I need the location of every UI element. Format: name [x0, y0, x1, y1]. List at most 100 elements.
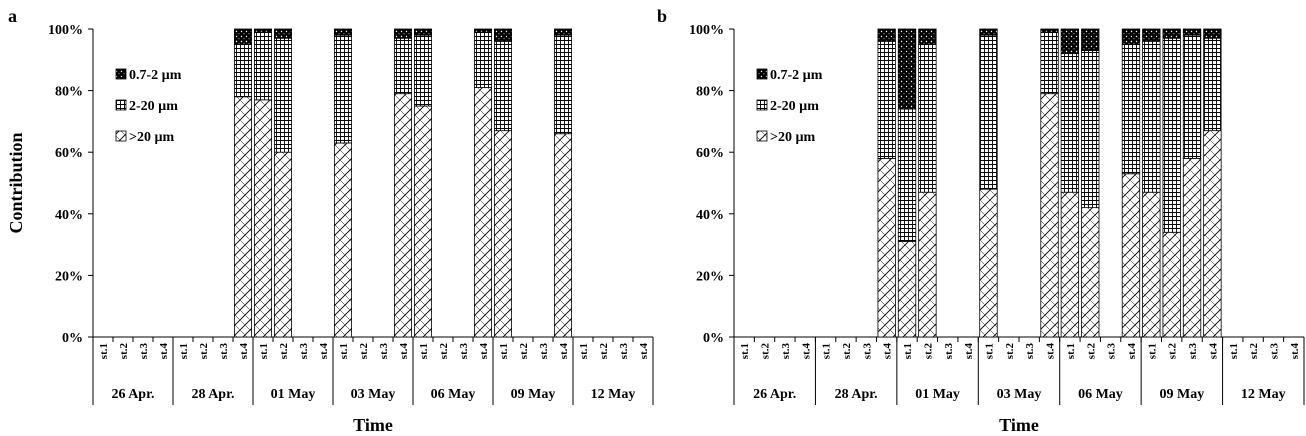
- bar-segment: [1182, 34, 1202, 159]
- bar-segment: [897, 28, 917, 110]
- bar-segment: [877, 157, 896, 338]
- y-tick-label: 80%: [55, 85, 83, 100]
- bar-segment: [333, 142, 352, 338]
- bar-segment: [473, 87, 492, 338]
- legend-label: 0.7-2 µm: [770, 68, 823, 83]
- station-label: st.1: [498, 343, 510, 359]
- bar-segment: [253, 31, 272, 101]
- bar-segment: [979, 188, 998, 338]
- bar-segment: [1040, 93, 1059, 338]
- y-tick-label: 20%: [55, 269, 83, 284]
- station-label: st.2: [438, 343, 450, 360]
- bar-segment: [233, 96, 252, 338]
- bar-segment: [1121, 28, 1141, 45]
- bar-segment: [473, 31, 492, 88]
- bar-segment: [393, 28, 412, 39]
- station-label: st.4: [398, 343, 410, 360]
- station-label: st.1: [739, 343, 751, 359]
- bar-segment: [1081, 28, 1100, 51]
- station-label: st.2: [760, 343, 772, 360]
- bar-segment: [1121, 173, 1141, 338]
- station-label: st.4: [638, 343, 650, 360]
- station-label: st.4: [1289, 343, 1301, 360]
- bar-segment: [493, 130, 512, 338]
- bar-segment: [473, 28, 492, 33]
- group-label: 28 Apr.: [191, 387, 234, 402]
- station-label: st.3: [1187, 343, 1199, 360]
- station-label: st.3: [618, 343, 630, 360]
- bar-segment: [1162, 37, 1181, 233]
- bar-segment: [413, 28, 432, 36]
- legend-label: 0.7-2 µm: [129, 68, 182, 83]
- bar-segment: [1081, 207, 1100, 338]
- station-label: st.4: [478, 343, 490, 360]
- y-tick-label: 60%: [696, 146, 724, 161]
- station-label: st.2: [518, 343, 530, 360]
- station-label: st.3: [458, 343, 470, 360]
- bar-segment: [493, 40, 512, 132]
- bar-segment: [1203, 130, 1222, 338]
- group-label: 06 May: [1078, 387, 1123, 402]
- y-tick-label: 0%: [62, 331, 83, 346]
- bar-segment: [897, 241, 917, 338]
- station-label: st.4: [800, 343, 812, 360]
- bar-segment: [897, 108, 917, 242]
- station-label: st.3: [861, 343, 873, 360]
- station-label: st.3: [138, 343, 150, 360]
- y-tick-label: 100%: [48, 23, 83, 38]
- bar-segment: [1142, 191, 1161, 338]
- bar-segment: [393, 37, 412, 95]
- bar-segment: [979, 34, 998, 190]
- bar-segment: [1060, 28, 1080, 55]
- station-label: st.1: [418, 343, 430, 359]
- station-label: st.2: [358, 343, 370, 360]
- group-label: 03 May: [351, 387, 396, 402]
- bar-segment: [877, 40, 896, 159]
- bar-segment: [273, 28, 292, 39]
- bar-segment: [253, 99, 272, 338]
- legend-swatch: [115, 99, 127, 111]
- group-label: 09 May: [511, 387, 556, 402]
- station-label: st.2: [922, 343, 934, 360]
- legend-label: 2-20 µm: [770, 99, 819, 114]
- bar-segment: [253, 28, 272, 33]
- station-label: st.1: [578, 343, 590, 359]
- station-label: st.1: [1065, 343, 1077, 359]
- station-label: st.3: [1106, 343, 1118, 360]
- bar-segment: [273, 37, 292, 153]
- bar-segment: [333, 34, 352, 144]
- station-label: st.3: [1024, 343, 1036, 360]
- legend-swatch: [756, 68, 768, 80]
- station-label: st.2: [278, 343, 290, 360]
- station-label: st.4: [558, 343, 570, 360]
- x-axis-title: Time: [353, 415, 393, 435]
- y-tick-label: 20%: [696, 269, 724, 284]
- group-label: 12 May: [591, 387, 636, 402]
- group-label: 06 May: [431, 387, 476, 402]
- bar-segment: [493, 28, 512, 42]
- bar-segment: [918, 44, 937, 193]
- bar-segment: [233, 28, 252, 45]
- bar-segment: [233, 44, 252, 98]
- group-label: 03 May: [997, 387, 1042, 402]
- bar-segment: [1203, 37, 1222, 132]
- legend-label: >20 µm: [770, 130, 816, 145]
- station-label: st.1: [338, 343, 350, 359]
- bar-segment: [1182, 28, 1202, 36]
- group-label: 12 May: [1241, 387, 1286, 402]
- station-label: st.2: [841, 343, 853, 360]
- station-label: st.1: [1228, 343, 1240, 359]
- x-axis-title: Time: [999, 415, 1039, 435]
- bar-segment: [918, 191, 937, 338]
- bar-segment: [877, 28, 896, 42]
- bar-segment: [1121, 44, 1141, 175]
- legend-swatch: [115, 130, 127, 142]
- station-label: st.3: [780, 343, 792, 360]
- bar-segment: [1040, 28, 1059, 33]
- station-label: st.1: [902, 343, 914, 359]
- bar-segment: [273, 151, 292, 338]
- station-label: st.2: [198, 343, 210, 360]
- station-label: st.2: [1248, 343, 1260, 360]
- station-label: st.4: [963, 343, 975, 360]
